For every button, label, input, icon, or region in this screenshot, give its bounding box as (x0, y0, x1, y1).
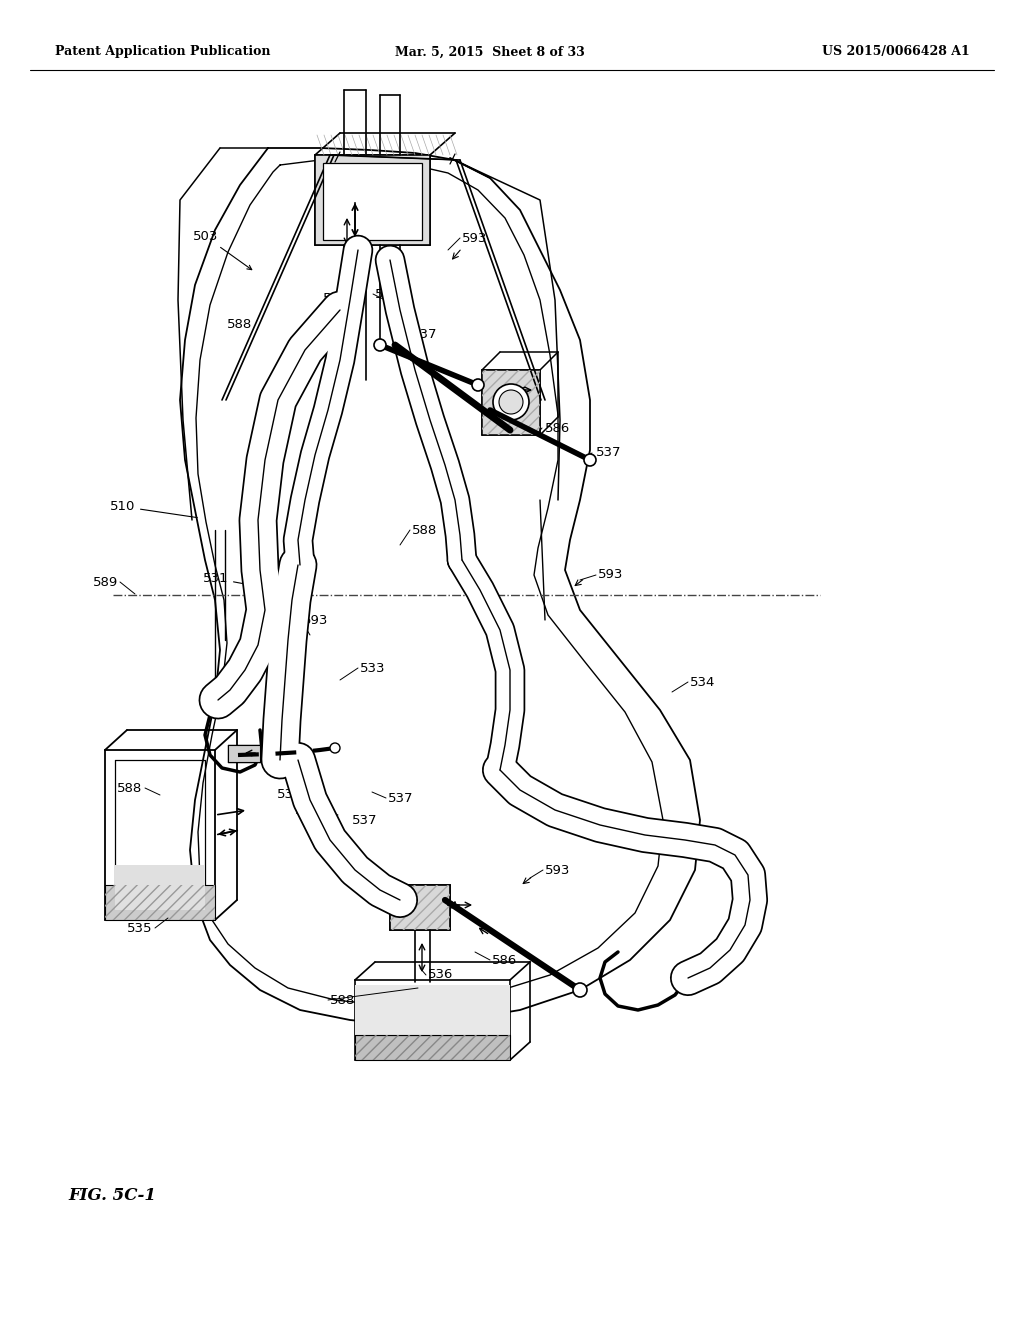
Text: 510: 510 (110, 500, 198, 517)
Text: 586: 586 (545, 421, 570, 434)
Text: 588: 588 (117, 781, 142, 795)
Circle shape (374, 339, 386, 351)
Text: 537: 537 (388, 792, 414, 804)
Text: 533: 533 (360, 661, 385, 675)
Bar (115, 865, 205, 909)
Bar (355, 985, 510, 1035)
Text: 537: 537 (352, 813, 378, 826)
Bar (105, 884, 215, 920)
Circle shape (573, 983, 587, 997)
Text: 503: 503 (193, 230, 252, 269)
Text: 535: 535 (127, 921, 152, 935)
Text: 586: 586 (492, 953, 517, 966)
Text: 588: 588 (330, 994, 355, 1006)
Text: 536: 536 (276, 788, 302, 801)
Bar (355, 1035, 510, 1060)
Text: 537: 537 (412, 329, 437, 342)
Text: Mar. 5, 2015  Sheet 8 of 33: Mar. 5, 2015 Sheet 8 of 33 (395, 45, 585, 58)
Text: 536: 536 (323, 292, 348, 305)
Text: 531: 531 (203, 572, 275, 590)
Text: 586: 586 (295, 804, 319, 817)
Text: 534: 534 (690, 676, 716, 689)
Circle shape (493, 384, 529, 420)
Bar (323, 162, 422, 240)
Bar (228, 744, 260, 762)
Text: Patent Application Publication: Patent Application Publication (55, 45, 270, 58)
Text: 536: 536 (428, 969, 454, 982)
Bar (390, 884, 450, 931)
Text: 537: 537 (596, 446, 622, 459)
Text: 593: 593 (462, 231, 487, 244)
Text: US 2015/0066428 A1: US 2015/0066428 A1 (822, 45, 970, 58)
Circle shape (472, 379, 484, 391)
Circle shape (584, 454, 596, 466)
Text: 593: 593 (598, 569, 624, 582)
Bar (482, 370, 540, 436)
Text: 588: 588 (226, 318, 252, 331)
Bar (482, 370, 540, 436)
Text: 588: 588 (412, 524, 437, 536)
Bar (355, 1035, 510, 1060)
Text: FIG. 5C-1: FIG. 5C-1 (68, 1187, 156, 1204)
Circle shape (330, 743, 340, 752)
Text: 586: 586 (375, 288, 400, 301)
Text: 593: 593 (545, 863, 570, 876)
Bar (105, 884, 215, 920)
Bar (390, 884, 450, 931)
Text: 593: 593 (303, 614, 329, 627)
Bar (315, 154, 430, 246)
Text: 589: 589 (93, 576, 118, 589)
Circle shape (499, 389, 523, 414)
